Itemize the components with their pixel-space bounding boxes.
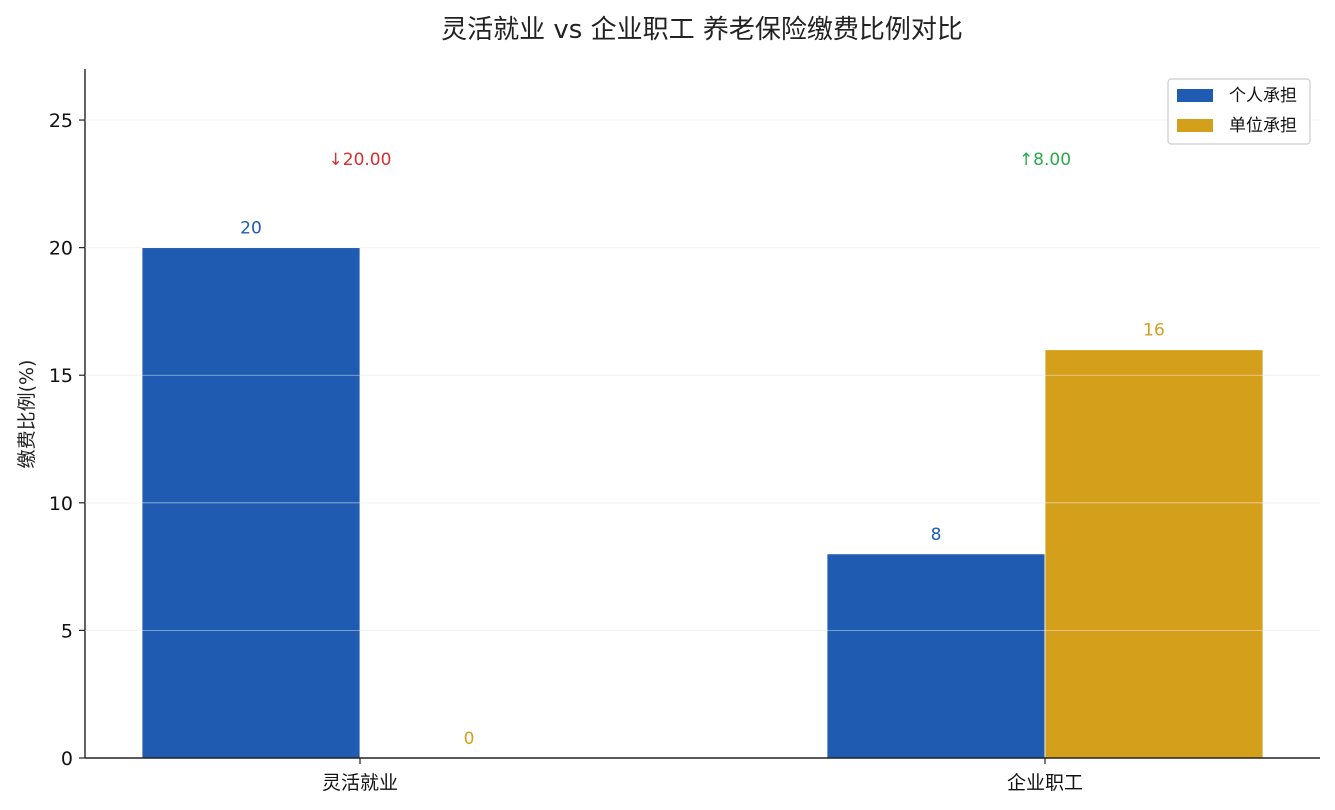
bar-1-1 [1044, 349, 1264, 759]
data-label-0-0: 20 [240, 219, 262, 239]
legend-label-employer: 单位承担 [1229, 116, 1297, 136]
legend: 个人承担 单位承担 [1167, 78, 1311, 145]
bar-1-0 [826, 553, 1046, 759]
chart-title: 灵活就业 vs 企业职工 养老保险缴费比例对比 [441, 15, 963, 45]
x-tick-label: 企业职工 [1007, 772, 1083, 794]
axes: 0 5 10 15 20 25 灵活就业 企业职工 [49, 69, 1320, 794]
y-tick-label: 0 [61, 748, 73, 770]
y-tick-label: 10 [49, 493, 73, 515]
data-label-1-1: 16 [1143, 321, 1165, 341]
y-tick-label: 25 [49, 110, 73, 132]
diff-annotation-1: ↑8.00 [1019, 150, 1071, 170]
annotations: ↓20.00 ↑8.00 [329, 150, 1072, 170]
diff-annotation-0: ↓20.00 [329, 150, 392, 170]
legend-swatch-personal [1177, 89, 1213, 102]
data-label-1-0: 8 [931, 525, 942, 545]
legend-label-personal: 个人承担 [1229, 86, 1297, 106]
legend-swatch-employer [1177, 119, 1213, 132]
data-label-0-1: 0 [464, 729, 475, 749]
x-tick-label: 灵活就业 [322, 772, 398, 794]
y-tick-label: 5 [61, 620, 73, 642]
y-tick-label: 20 [49, 238, 73, 260]
y-axis-label: 缴费比例(%) [16, 360, 38, 469]
data-labels: 20 0 8 16 [85, 119, 1320, 749]
y-tick-label: 15 [49, 365, 73, 387]
